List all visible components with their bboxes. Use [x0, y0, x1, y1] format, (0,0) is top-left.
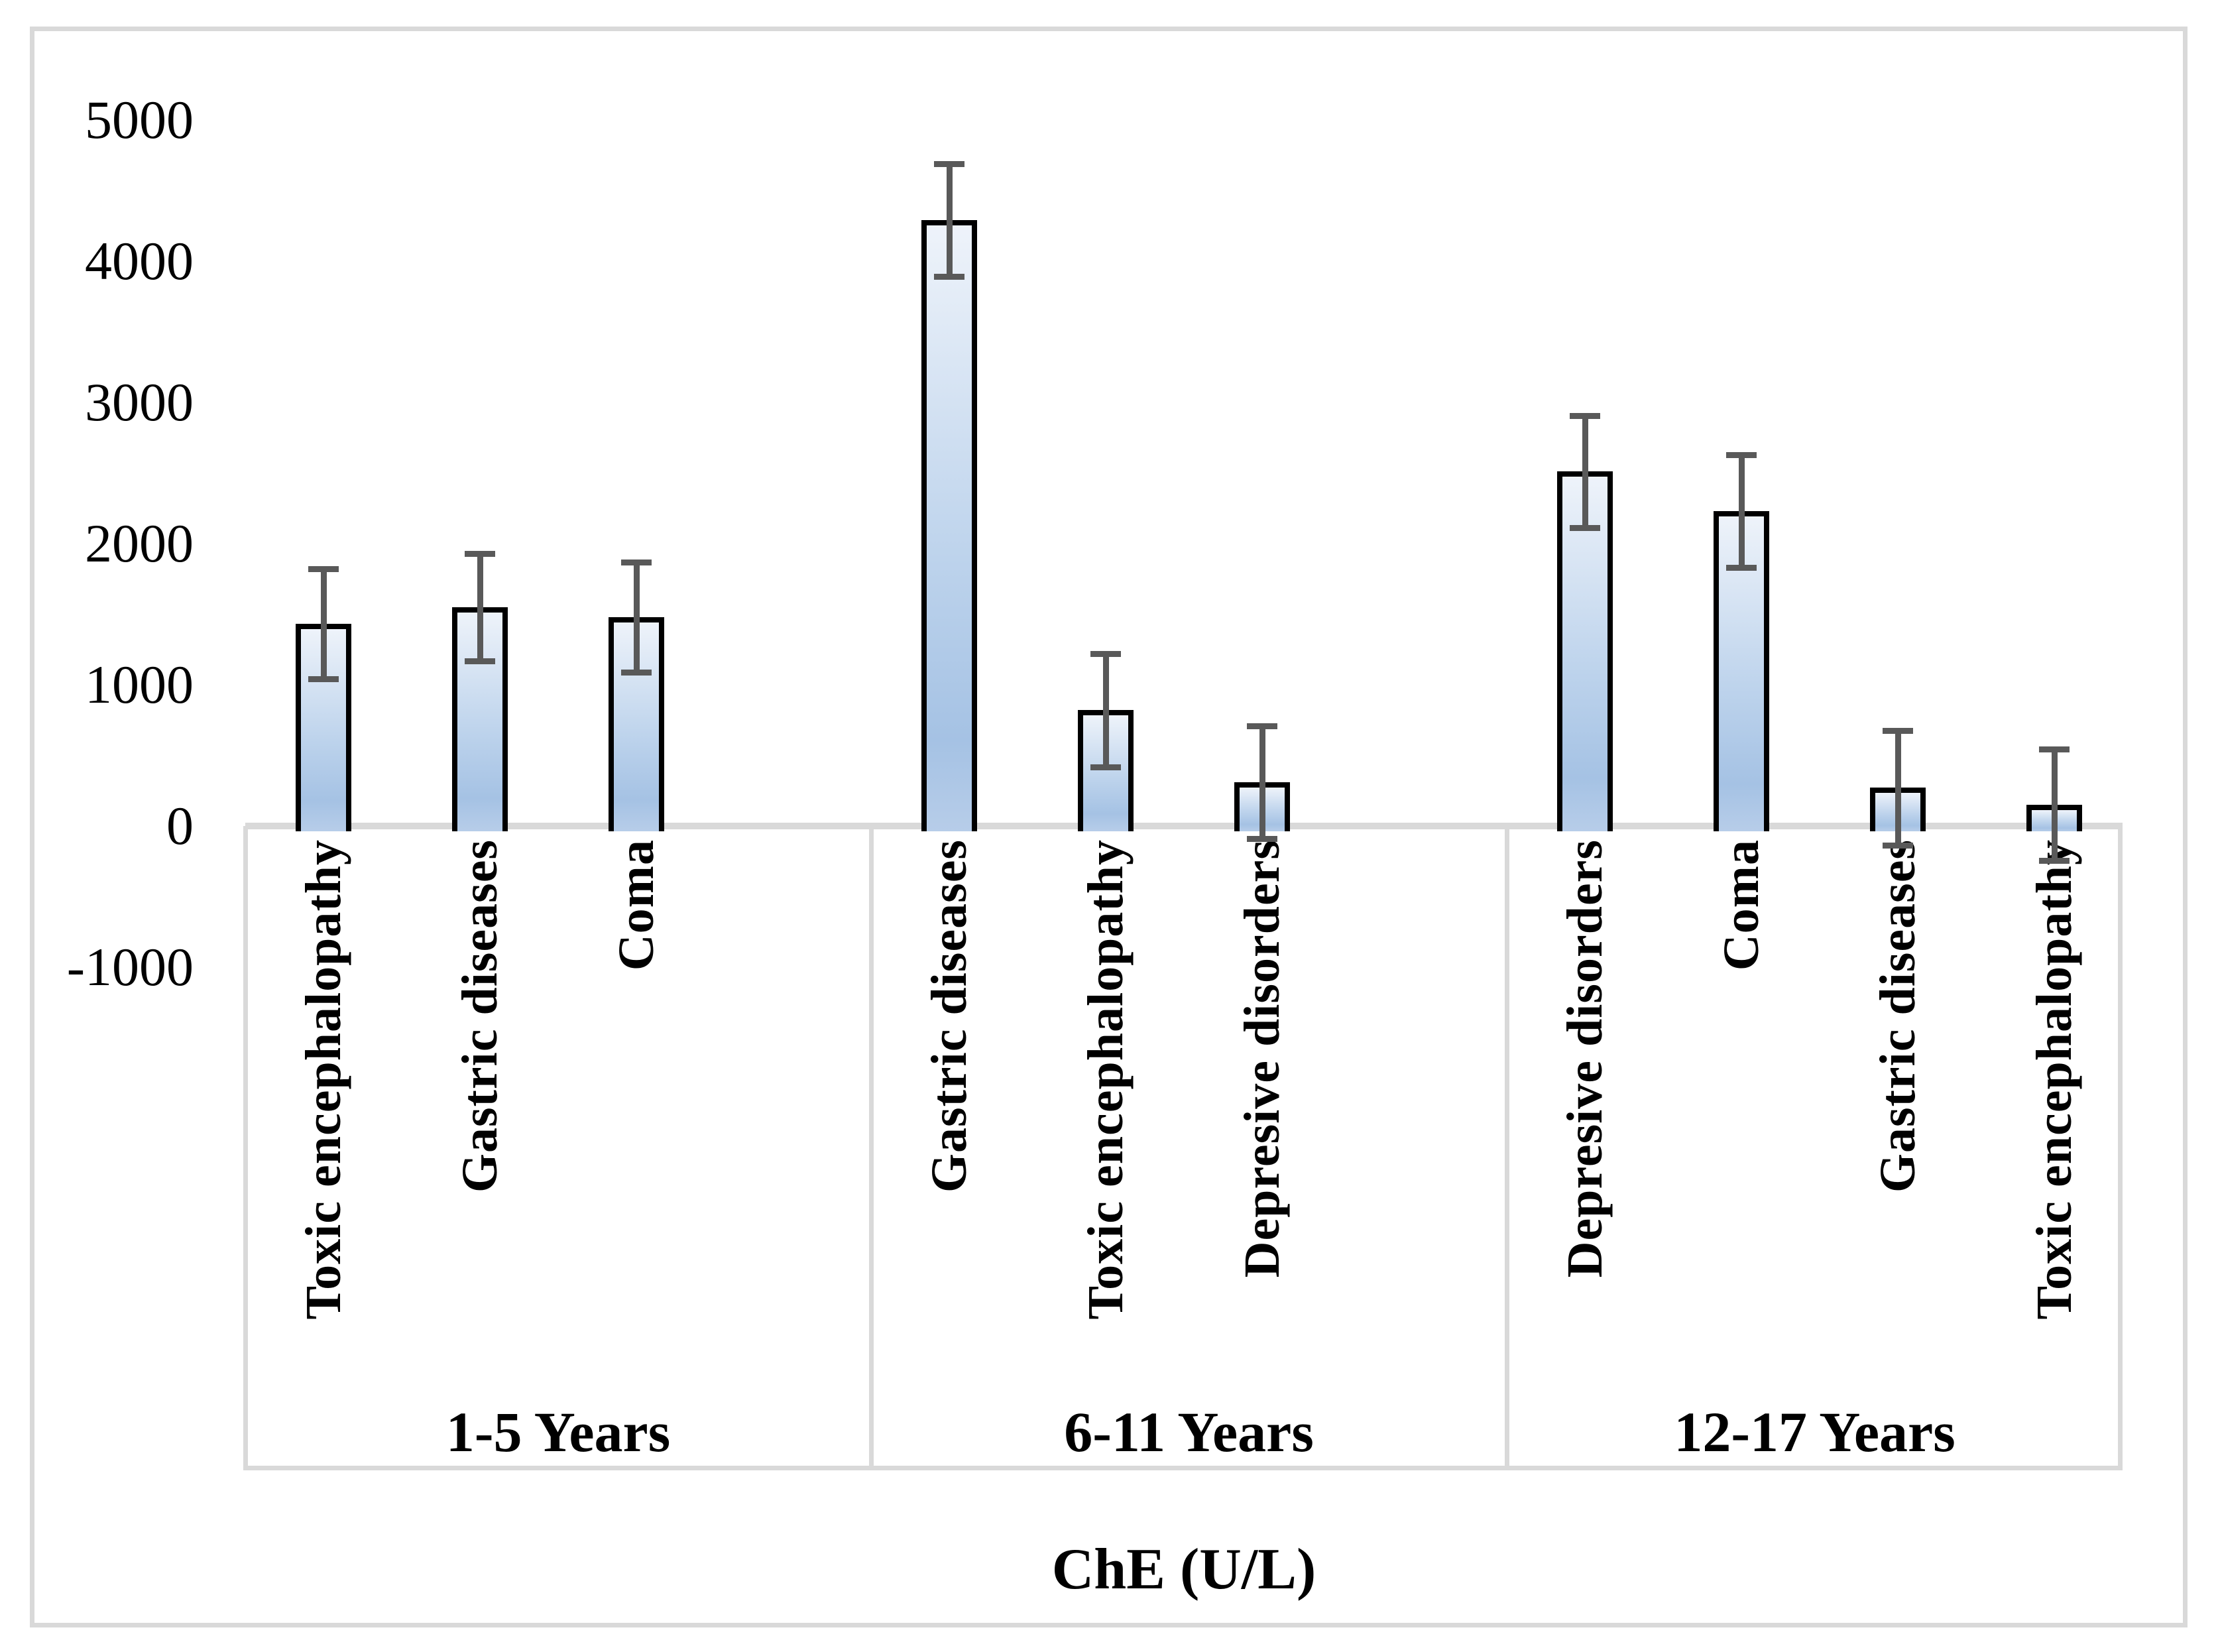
category-label: Gastric diseases	[451, 839, 508, 1193]
error-bar-top-cap	[308, 566, 339, 573]
category-label: Toxic encephalopathy	[2026, 839, 2082, 1320]
y-axis-tick-label: -1000	[66, 937, 194, 997]
category-label-wrap: Toxic encephalopathy	[270, 839, 377, 1397]
error-bar-bottom-cap	[1883, 842, 1913, 849]
category-label: Gastric diseases	[1869, 839, 1926, 1193]
category-label: Coma	[608, 839, 664, 971]
error-bar	[2051, 748, 2058, 861]
error-bar	[1582, 416, 1588, 528]
category-label-wrap: Gastric diseases	[896, 839, 1002, 1397]
category-label-wrap: Coma	[1688, 839, 1794, 1397]
group-label: 6-11 Years	[1064, 1400, 1314, 1464]
category-box-left-edge	[243, 826, 248, 1470]
category-label: Depresive disorders	[1556, 839, 1613, 1278]
error-bar	[1738, 454, 1745, 568]
error-bar	[633, 561, 640, 672]
y-axis-tick-label: 0	[166, 796, 194, 856]
x-axis-title: ChE (U/L)	[1051, 1537, 1316, 1602]
bar	[1557, 471, 1613, 831]
group-separator	[1505, 829, 1509, 1470]
category-label-wrap: Gastric diseases	[1845, 839, 1951, 1397]
error-bar	[946, 164, 953, 277]
category-label: Toxic encephalopathy	[1077, 839, 1134, 1320]
error-bar-top-cap	[1570, 413, 1600, 420]
y-axis-tick-label: 3000	[85, 372, 194, 432]
error-bar-bottom-cap	[934, 274, 964, 280]
y-axis-tick-label: 4000	[85, 231, 194, 291]
x-axis-line	[245, 823, 2123, 829]
category-label: Coma	[1713, 839, 1769, 971]
error-bar-top-cap	[465, 550, 495, 557]
error-bar-top-cap	[934, 161, 964, 168]
category-label-wrap: Coma	[583, 839, 689, 1397]
error-bar-bottom-cap	[1090, 764, 1121, 770]
error-bar-bottom-cap	[465, 658, 495, 664]
error-bar-bottom-cap	[1247, 836, 1277, 843]
category-label: Depresive disorders	[1234, 839, 1290, 1278]
category-label-wrap: Depresive disorders	[1532, 839, 1638, 1397]
error-bar-top-cap	[1726, 451, 1757, 458]
y-axis-tick-label: 5000	[85, 89, 194, 150]
error-bar	[1259, 725, 1265, 839]
error-bar	[320, 569, 327, 679]
error-bar-bottom-cap	[308, 676, 339, 683]
error-bar	[1102, 654, 1109, 767]
category-box-right-edge	[2118, 826, 2123, 1470]
error-bar-top-cap	[1247, 723, 1277, 729]
error-bar-bottom-cap	[2039, 858, 2070, 864]
bar	[609, 617, 664, 831]
error-bar-bottom-cap	[1726, 565, 1757, 571]
group-label: 1-5 Years	[445, 1400, 671, 1464]
y-axis-tick-label: 1000	[85, 654, 194, 715]
error-bar-top-cap	[1090, 651, 1121, 658]
error-bar-top-cap	[1883, 728, 1913, 735]
error-bar	[1895, 731, 1901, 845]
error-bar-bottom-cap	[1570, 524, 1600, 531]
error-bar-top-cap	[2039, 746, 2070, 752]
y-axis-tick-label: 2000	[85, 513, 194, 573]
group-label: 12-17 Years	[1674, 1400, 1955, 1464]
error-bar-bottom-cap	[621, 669, 652, 676]
category-label-wrap: Toxic encephalopathy	[2001, 839, 2107, 1397]
category-label-wrap: Toxic encephalopathy	[1053, 839, 1159, 1397]
error-bar	[477, 553, 483, 661]
error-bar-top-cap	[621, 559, 652, 565]
bar	[921, 220, 977, 831]
group-separator	[869, 829, 874, 1470]
category-label-wrap: Depresive disorders	[1209, 839, 1315, 1397]
category-label: Toxic encephalopathy	[295, 839, 351, 1320]
category-label: Gastric diseases	[921, 839, 977, 1193]
category-label-wrap: Gastric diseases	[427, 839, 533, 1397]
category-box-bottom-edge	[245, 1466, 2123, 1470]
